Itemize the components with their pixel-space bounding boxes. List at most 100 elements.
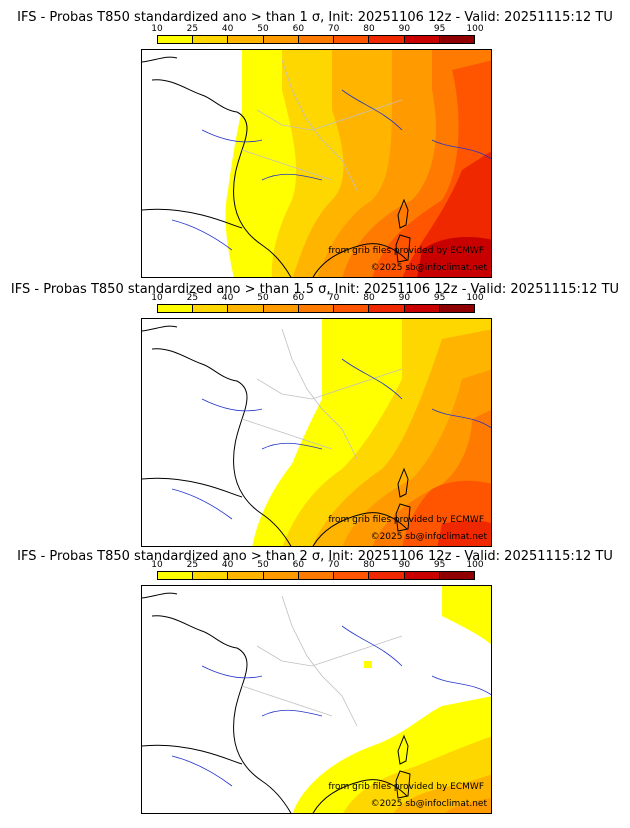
colorbar-swatch (228, 305, 264, 312)
colorbar-labels: 10 25 40 50 60 70 80 90 95 100 (151, 293, 483, 304)
island-sardinia (395, 234, 411, 263)
colorbar-swatch (404, 36, 440, 43)
colorbar-swatch (404, 305, 440, 312)
colorbar-label: 95 (433, 560, 446, 570)
colorbar-swatch (158, 572, 194, 579)
copyright-credit: ©2025 sb@infoclimat.net (370, 263, 487, 273)
colorbar-label: 80 (363, 24, 375, 34)
rivers (171, 89, 491, 251)
colorbar-label: 100 (466, 560, 484, 570)
colorbar-labels: 10 25 40 50 60 70 80 90 95 100 (151, 24, 483, 35)
colorbar-label: 95 (433, 24, 446, 34)
colorbar-label: 100 (466, 24, 484, 34)
colorbar-swatches (157, 571, 475, 580)
colorbar-swatch (228, 572, 264, 579)
coastline-south (312, 512, 408, 546)
colorbar-label: 70 (327, 293, 340, 303)
panel-title: IFS - Probas T850 standardized ano > tha… (10, 282, 620, 297)
coastline-iberia (142, 744, 243, 765)
colorbar-swatch (263, 572, 299, 579)
colorbar-label: 50 (257, 560, 269, 570)
colorbar-labels: 10 25 40 50 60 70 80 90 95 100 (151, 560, 483, 571)
colorbar: 10 25 40 50 60 70 80 90 95 100 (151, 293, 484, 322)
colorbar-label: 90 (398, 293, 411, 303)
map-graphic (142, 586, 491, 813)
colorbar-swatch (334, 36, 370, 43)
colorbar-label: 90 (398, 560, 411, 570)
source-credit: from grib files provided by ECMWF (328, 782, 484, 792)
colorbar-swatch (369, 36, 405, 43)
source-credit: from grib files provided by ECMWF (328, 246, 484, 256)
island-sardinia (395, 770, 411, 799)
rivers (171, 625, 491, 787)
colorbar: 10 25 40 50 60 70 80 90 95 100 (151, 560, 484, 589)
rivers (171, 358, 491, 520)
colorbar-label: 10 (151, 560, 163, 570)
island-corsica (397, 198, 409, 229)
colorbar-label: 25 (186, 24, 199, 34)
colorbar-label: 50 (257, 24, 269, 34)
colorbar-swatches (157, 35, 475, 44)
colorbar-label: 10 (151, 293, 163, 303)
map-graphic (142, 50, 491, 277)
colorbar-label: 25 (186, 560, 199, 570)
colorbar-swatch (439, 305, 474, 312)
island-corsica (397, 467, 409, 498)
coastline-iberia (142, 208, 243, 229)
colorbar-swatch (369, 305, 405, 312)
colorbar-swatch (193, 36, 229, 43)
panel-title: IFS - Probas T850 standardized ano > tha… (17, 10, 613, 25)
prob-zone-10-north (442, 586, 491, 645)
prob-zone-90 (417, 237, 491, 277)
colorbar-swatch (369, 572, 405, 579)
map-graphic (142, 319, 491, 546)
island-sardinia (395, 503, 411, 532)
colorbar-label: 100 (466, 293, 484, 303)
borders (241, 595, 403, 727)
colorbar-swatch (439, 36, 474, 43)
colorbar-swatch (404, 572, 440, 579)
colorbar-label: 95 (433, 293, 446, 303)
colorbar-label: 60 (292, 560, 305, 570)
colorbar-label: 90 (398, 24, 411, 34)
colorbar-swatch (193, 305, 229, 312)
coastline-south (312, 779, 408, 813)
colorbar-label: 25 (186, 293, 199, 303)
colorbar-label: 60 (292, 293, 305, 303)
colorbar-label: 40 (221, 24, 234, 34)
colorbar-label: 70 (327, 560, 340, 570)
colorbar-swatch (158, 305, 194, 312)
probability-map: from grib files provided by ECMWF ©2025 … (141, 585, 492, 814)
colorbar-label: 70 (327, 24, 340, 34)
colorbar: 10 25 40 50 60 70 80 90 95 100 (151, 24, 484, 53)
borders (241, 59, 403, 191)
island-corsica (397, 734, 409, 765)
prob-zone-50 (444, 798, 491, 813)
colorbar-swatches (157, 304, 475, 313)
prob-spot (364, 661, 372, 668)
colorbar-swatch (298, 36, 335, 43)
coastline-iberia (142, 477, 243, 498)
copyright-credit: ©2025 sb@infoclimat.net (370, 799, 487, 809)
coastline (142, 592, 292, 813)
colorbar-swatch (263, 305, 299, 312)
colorbar-label: 40 (221, 293, 234, 303)
colorbar-label: 50 (257, 293, 269, 303)
colorbar-swatch (298, 305, 335, 312)
colorbar-label: 40 (221, 560, 234, 570)
colorbar-swatch (439, 572, 474, 579)
probability-map: from grib files provided by ECMWF ©2025 … (141, 318, 492, 547)
colorbar-swatch (334, 572, 370, 579)
probability-map: from grib files provided by ECMWF ©2025 … (141, 49, 492, 278)
colorbar-swatch (298, 572, 335, 579)
colorbar-label: 80 (363, 293, 375, 303)
colorbar-label: 80 (363, 560, 375, 570)
colorbar-label: 60 (292, 24, 305, 34)
panel-title: IFS - Probas T850 standardized ano > tha… (17, 549, 613, 564)
copyright-credit: ©2025 sb@infoclimat.net (370, 532, 487, 542)
colorbar-swatch (228, 36, 264, 43)
source-credit: from grib files provided by ECMWF (328, 515, 484, 525)
colorbar-swatch (334, 305, 370, 312)
borders (241, 328, 403, 460)
colorbar-label: 10 (151, 24, 163, 34)
